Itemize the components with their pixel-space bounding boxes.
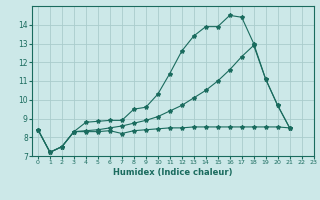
X-axis label: Humidex (Indice chaleur): Humidex (Indice chaleur)	[113, 168, 233, 177]
